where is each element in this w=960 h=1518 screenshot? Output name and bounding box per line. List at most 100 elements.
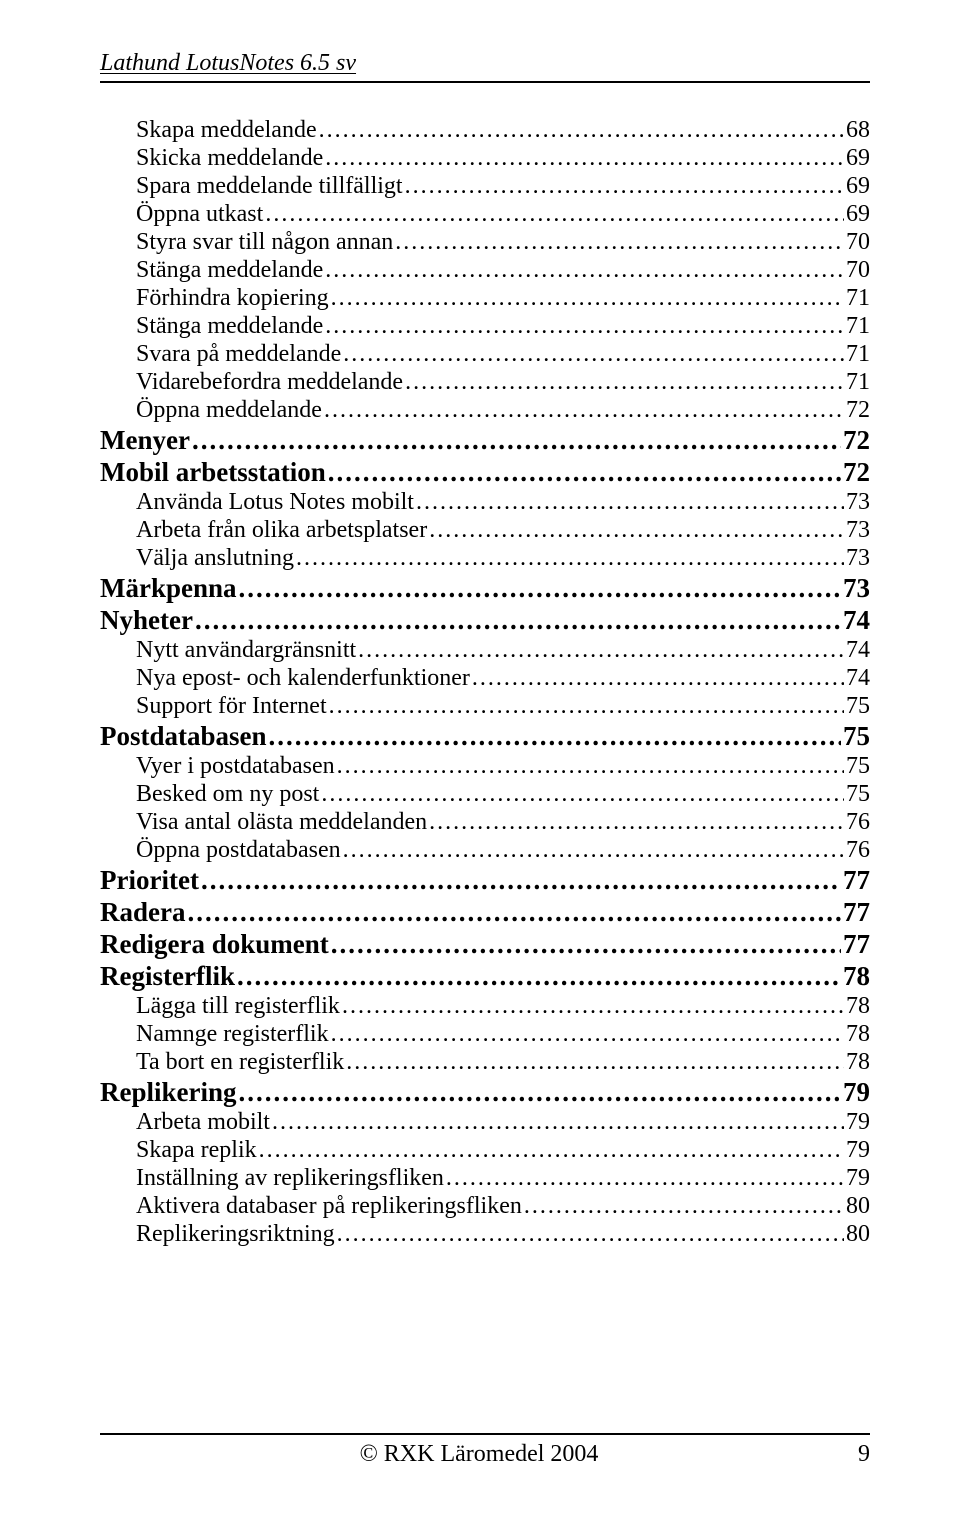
toc-entry: Skapa replik 79 xyxy=(136,1137,870,1164)
toc-entry-label: Radera xyxy=(100,897,185,928)
toc-entry-page: 73 xyxy=(846,545,870,572)
toc-entry-page: 75 xyxy=(846,693,870,720)
toc-entry-label: Registerflik xyxy=(100,961,235,992)
toc-entry-label: Stänga meddelande xyxy=(136,257,323,284)
toc-entry-page: 72 xyxy=(843,425,870,456)
toc-entry-page: 79 xyxy=(846,1109,870,1136)
toc-entry-label: Skapa replik xyxy=(136,1137,257,1164)
toc-entry-page: 77 xyxy=(843,929,870,960)
toc-leader-dots xyxy=(331,929,841,960)
toc-entry-label: Öppna utkast xyxy=(136,201,263,228)
toc-entry-page: 73 xyxy=(843,573,870,604)
toc-leader-dots xyxy=(325,145,844,172)
toc-entry-label: Ta bort en registerflik xyxy=(136,1049,344,1076)
toc-entry-page: 74 xyxy=(846,637,870,664)
toc-leader-dots xyxy=(331,285,844,312)
toc-entry-label: Nytt användargränsnitt xyxy=(136,637,356,664)
toc-entry-label: Nya epost- och kalenderfunktioner xyxy=(136,665,470,692)
toc-leader-dots xyxy=(325,257,844,284)
toc-entry: Skapa meddelande 68 xyxy=(136,117,870,144)
toc-entry: Skicka meddelande69 xyxy=(136,145,870,172)
toc-entry: Ta bort en registerflik78 xyxy=(136,1049,870,1076)
toc-entry-label: Spara meddelande tillfälligt xyxy=(136,173,403,200)
toc-entry-label: Svara på meddelande xyxy=(136,341,341,368)
toc-entry-label: Nyheter xyxy=(100,605,193,636)
toc-entry-page: 73 xyxy=(846,517,870,544)
toc-entry-page: 68 xyxy=(846,117,870,144)
toc-entry-page: 69 xyxy=(846,201,870,228)
toc-entry-page: 71 xyxy=(846,341,870,368)
toc-entry-label: Lägga till registerflik xyxy=(136,993,340,1020)
toc-entry-label: Öppna meddelande xyxy=(136,397,322,424)
toc-entry: Spara meddelande tillfälligt69 xyxy=(136,173,870,200)
toc-entry-page: 79 xyxy=(843,1077,870,1108)
toc-entry-label: Skapa meddelande xyxy=(136,117,317,144)
toc-entry: Förhindra kopiering71 xyxy=(136,285,870,312)
toc-leader-dots xyxy=(329,693,844,720)
toc-entry-page: 75 xyxy=(843,721,870,752)
toc-leader-dots xyxy=(337,1221,844,1248)
toc-entry: Märkpenna 73 xyxy=(100,573,870,604)
toc-entry: Stänga meddelande 70 xyxy=(136,257,870,284)
toc-leader-dots xyxy=(346,1049,844,1076)
toc-entry-label: Replikering xyxy=(100,1077,237,1108)
toc-entry: Lägga till registerflik 78 xyxy=(136,993,870,1020)
document-header: Lathund LotusNotes 6.5 sv xyxy=(100,50,870,83)
toc-leader-dots xyxy=(429,809,844,836)
toc-entry: Mobil arbetsstation 72 xyxy=(100,457,870,488)
footer-copyright: RXK Läromedel 2004 xyxy=(360,1441,599,1468)
toc-entry: Aktivera databaser på replikeringsfliken… xyxy=(136,1193,870,1220)
toc-entry-label: Postdatabasen xyxy=(100,721,267,752)
toc-leader-dots xyxy=(265,201,844,228)
toc-leader-dots xyxy=(187,897,841,928)
toc-leader-dots xyxy=(296,545,844,572)
toc-entry-page: 79 xyxy=(846,1137,870,1164)
toc-leader-dots xyxy=(192,425,841,456)
toc-leader-dots xyxy=(269,721,841,752)
toc-entry-label: Märkpenna xyxy=(100,573,237,604)
toc-entry: Menyer72 xyxy=(100,425,870,456)
toc-entry: Svara på meddelande 71 xyxy=(136,341,870,368)
toc-entry-page: 75 xyxy=(846,753,870,780)
toc-entry-page: 79 xyxy=(846,1165,870,1192)
toc-entry-label: Stänga meddelande xyxy=(136,313,323,340)
toc-entry-page: 78 xyxy=(846,993,870,1020)
toc-entry: Besked om ny post75 xyxy=(136,781,870,808)
toc-leader-dots xyxy=(237,961,841,992)
toc-entry-page: 70 xyxy=(846,257,870,284)
toc-entry: Support för Internet75 xyxy=(136,693,870,720)
toc-entry-label: Arbeta mobilt xyxy=(136,1109,270,1136)
toc-entry: Nya epost- och kalenderfunktioner74 xyxy=(136,665,870,692)
toc-entry: Använda Lotus Notes mobilt73 xyxy=(136,489,870,516)
toc-entry-page: 71 xyxy=(846,285,870,312)
toc-leader-dots xyxy=(524,1193,844,1220)
toc-entry-page: 78 xyxy=(843,961,870,992)
toc-leader-dots xyxy=(325,313,844,340)
toc-entry: Prioritet77 xyxy=(100,865,870,896)
toc-entry-page: 80 xyxy=(846,1221,870,1248)
toc-entry-label: Mobil arbetsstation xyxy=(100,457,326,488)
toc-entry-page: 72 xyxy=(843,457,870,488)
toc-entry-page: 70 xyxy=(846,229,870,256)
toc-entry: Inställning av replikeringsfliken79 xyxy=(136,1165,870,1192)
toc-entry-page: 77 xyxy=(843,897,870,928)
table-of-contents: Skapa meddelande 68Skicka meddelande69Spa… xyxy=(100,117,870,1248)
toc-entry: Vidarebefordra meddelande71 xyxy=(136,369,870,396)
toc-leader-dots xyxy=(337,753,844,780)
toc-entry-page: 78 xyxy=(846,1021,870,1048)
toc-entry-page: 69 xyxy=(846,145,870,172)
toc-entry: Nytt användargränsnitt 74 xyxy=(136,637,870,664)
toc-entry: Registerflik 78 xyxy=(100,961,870,992)
toc-entry-label: Visa antal olästa meddelanden xyxy=(136,809,427,836)
toc-entry-label: Använda Lotus Notes mobilt xyxy=(136,489,414,516)
toc-leader-dots xyxy=(343,341,844,368)
toc-entry: Postdatabasen 75 xyxy=(100,721,870,752)
toc-entry: Styra svar till någon annan70 xyxy=(136,229,870,256)
toc-entry: Arbeta mobilt 79 xyxy=(136,1109,870,1136)
toc-entry-page: 80 xyxy=(846,1193,870,1220)
toc-leader-dots xyxy=(239,573,841,604)
toc-leader-dots xyxy=(328,457,841,488)
toc-entry-label: Arbeta från olika arbetsplatser xyxy=(136,517,427,544)
footer-page-number: 9 xyxy=(858,1441,870,1468)
toc-entry: Välja anslutning73 xyxy=(136,545,870,572)
